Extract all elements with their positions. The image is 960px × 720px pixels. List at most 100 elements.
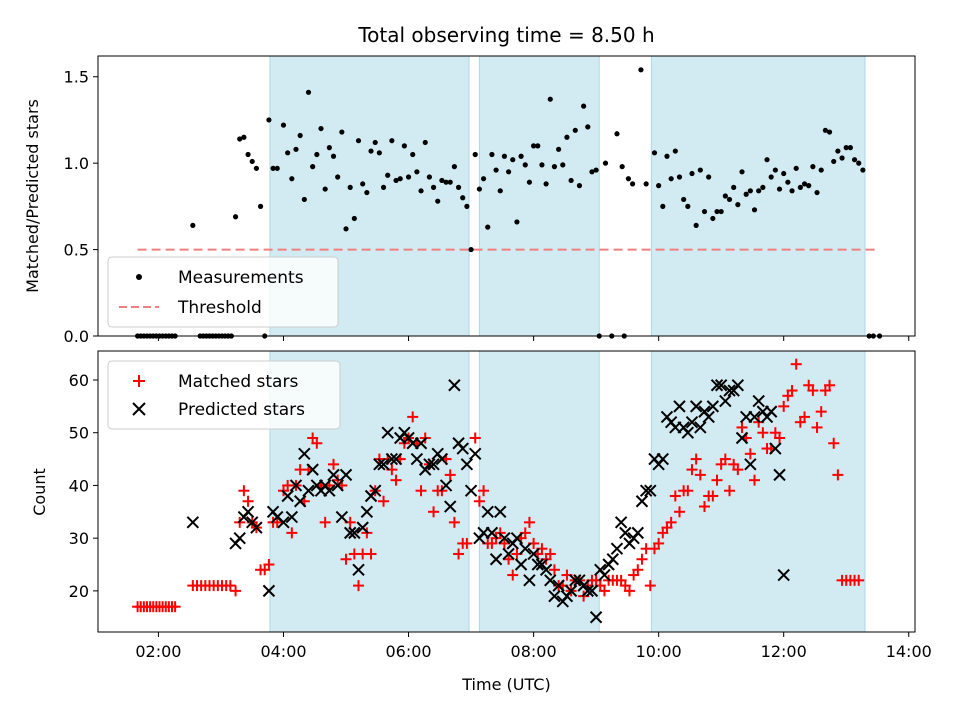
matched-point xyxy=(507,569,519,581)
measurement-point xyxy=(668,176,674,182)
predicted-point-b xyxy=(410,452,424,466)
measurement-point xyxy=(619,164,625,170)
predicted-point xyxy=(585,584,599,598)
predicted-point xyxy=(352,563,365,576)
predicted-point xyxy=(360,505,374,519)
predicted-point xyxy=(262,584,276,598)
matched-point xyxy=(286,527,298,539)
measurement-point xyxy=(785,179,791,185)
predicted-point-b xyxy=(769,442,782,455)
matched-point xyxy=(824,379,836,391)
measurement-point xyxy=(510,157,516,163)
top-shaded-regions xyxy=(269,56,866,336)
predicted-point xyxy=(552,579,565,592)
bottom-x-tick-label: 04:00 xyxy=(260,642,306,661)
measurement-point xyxy=(530,143,537,149)
measurement-point xyxy=(397,176,403,182)
predicted-point xyxy=(519,542,532,555)
measurement-point xyxy=(801,181,808,187)
top-y-tick-label: 1.5 xyxy=(64,68,89,87)
predicted-point xyxy=(448,379,461,392)
matched-point xyxy=(353,580,365,592)
predicted-point-b xyxy=(360,505,374,519)
predicted-point-b xyxy=(731,379,745,392)
measurement-point xyxy=(335,174,341,180)
predicted-point-b xyxy=(552,579,565,592)
predicted-point-b xyxy=(689,400,703,413)
predicted-point xyxy=(523,574,536,587)
top-y-tick-label: 0.5 xyxy=(64,241,89,260)
predicted-point xyxy=(748,410,761,424)
predicted-point-b xyxy=(569,574,582,587)
predicted-point-b xyxy=(489,553,503,566)
measurement-point xyxy=(472,151,478,158)
predicted-point-b xyxy=(368,484,382,497)
measurement-point xyxy=(743,191,749,197)
matched-point xyxy=(473,495,485,507)
measurement-point xyxy=(410,151,416,158)
matched-point xyxy=(378,495,390,507)
predicted-point-b xyxy=(262,584,276,598)
predicted-point-b xyxy=(498,531,511,545)
bottom-x-tick-label: 08:00 xyxy=(511,642,557,661)
measurement-point xyxy=(355,138,362,144)
predicted-point xyxy=(289,479,303,492)
measurement-point xyxy=(376,150,382,156)
measurement-point xyxy=(489,151,495,158)
measurement-point xyxy=(543,181,549,187)
measurement-point xyxy=(860,167,866,173)
predicted-point xyxy=(769,442,782,455)
predicted-point-b xyxy=(619,526,632,540)
predicted-point xyxy=(494,505,507,519)
measurement-point xyxy=(718,208,724,215)
measurement-point xyxy=(638,67,644,73)
predicted-point-b xyxy=(544,574,557,587)
matched-point xyxy=(407,411,419,423)
predicted-point-b xyxy=(348,526,361,540)
matched-point xyxy=(311,437,323,449)
predicted-point xyxy=(606,553,620,566)
predicted-point-b xyxy=(485,526,499,540)
bottom-y-tick-label: 60 xyxy=(69,371,89,390)
predicted-point-b xyxy=(423,458,436,471)
legend-predicted-marker xyxy=(132,402,146,416)
predicted-point xyxy=(293,495,307,508)
matched-point xyxy=(807,385,819,397)
measurement-point xyxy=(739,169,745,175)
predicted-point xyxy=(381,426,394,439)
bottom-panel: 20 30 40 50 60 02:00 04:00 06:00 08:00 10:00 12:0… xyxy=(30,350,932,694)
measurement-point xyxy=(551,164,558,170)
measurement-point xyxy=(443,179,449,185)
predicted-point xyxy=(302,484,315,497)
predicted-point xyxy=(631,526,645,540)
predicted-point-b xyxy=(414,437,428,450)
measurement-point xyxy=(385,172,391,178)
measurement-point xyxy=(539,162,545,168)
measurement-point xyxy=(330,153,337,159)
predicted-point xyxy=(356,521,369,534)
predicted-point xyxy=(485,526,499,540)
predicted-point xyxy=(377,458,390,471)
matched-point xyxy=(711,474,723,486)
predicted-point-b xyxy=(598,568,611,582)
predicted-point xyxy=(598,568,611,582)
predicted-point-b xyxy=(702,410,715,424)
matched-point xyxy=(799,411,811,423)
predicted-point-b xyxy=(706,400,720,413)
predicted-point xyxy=(410,452,424,466)
predicted-point xyxy=(694,421,707,434)
predicted-point-b xyxy=(186,516,200,529)
matched-point xyxy=(548,564,560,576)
predicted-point-b xyxy=(289,479,303,492)
bottom-y-tick-label: 30 xyxy=(69,529,89,548)
predicted-point xyxy=(331,479,344,492)
measurement-point xyxy=(629,181,636,187)
legend-matched-label: Matched stars xyxy=(178,372,298,392)
predicted-point xyxy=(414,437,428,450)
measurement-point xyxy=(274,165,280,171)
predicted-point xyxy=(706,400,720,413)
measurement-point xyxy=(476,186,483,192)
predicted-point-b xyxy=(339,468,353,482)
matched-point xyxy=(263,559,275,571)
top-legend: Measurements Threshold xyxy=(107,256,339,328)
